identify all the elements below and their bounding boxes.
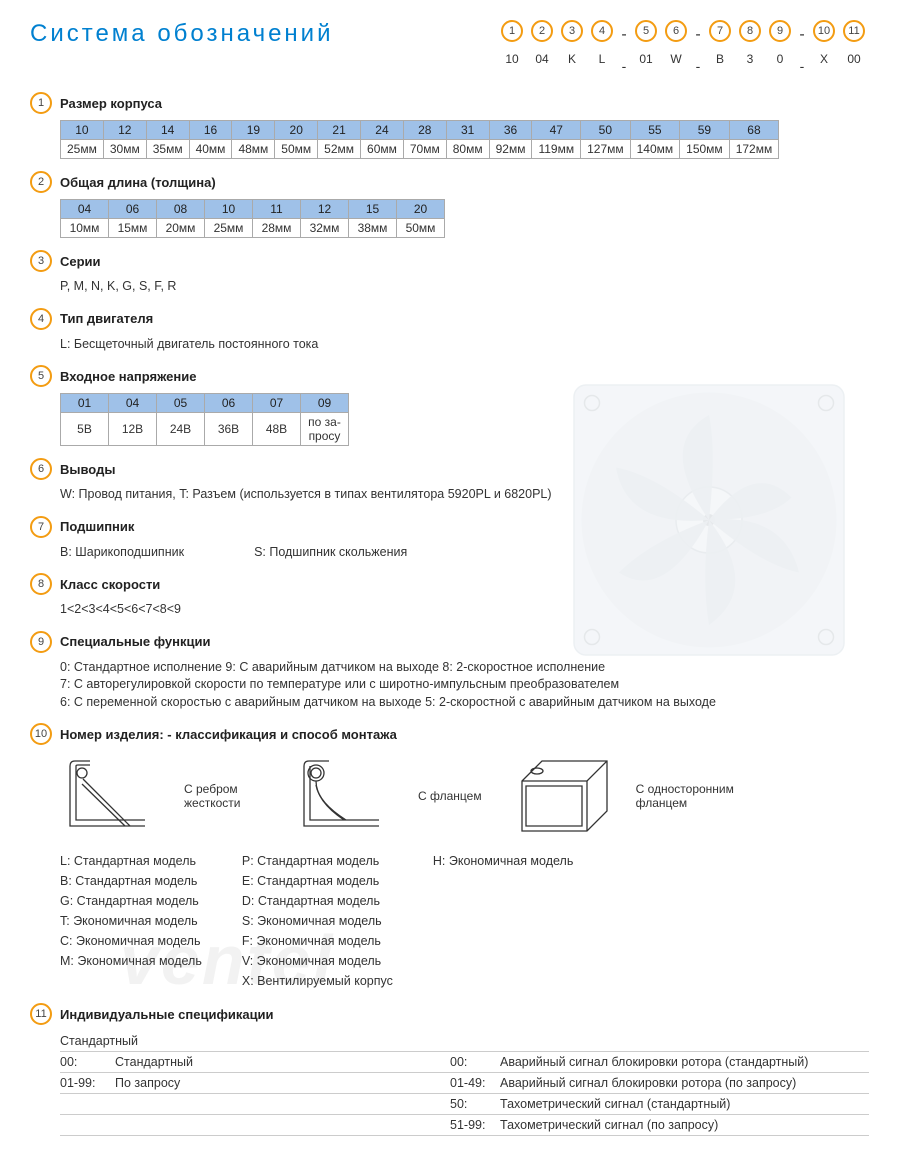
model-list-col3: H: Экономичная модель	[433, 851, 573, 991]
code-position-value: 3	[747, 52, 754, 66]
section-number: 1	[30, 92, 52, 114]
section-number: 6	[30, 458, 52, 480]
section-title: Выводы	[60, 462, 115, 477]
section-title: Общая длина (толщина)	[60, 175, 216, 190]
section-title: Входное напряжение	[60, 369, 196, 384]
voltage-table: 0104050607095В12В24В36В48Впо за- просу	[60, 393, 349, 446]
mount-single-flange-label: С односторонним фланцем	[636, 782, 746, 810]
code-position-circle: 4	[591, 20, 613, 42]
section-number: 5	[30, 365, 52, 387]
code-position-value: 0	[777, 52, 784, 66]
section-title: Индивидуальные спецификации	[60, 1007, 274, 1022]
section-title: Номер изделия: - классификация и способ …	[60, 727, 397, 742]
motor-type-text: L: Бесщеточный двигатель постоянного ток…	[60, 336, 869, 354]
speed-class-text: 1<2<3<4<5<6<7<8<9	[60, 601, 869, 619]
leads-text: W: Провод питания, T: Разъем (использует…	[60, 486, 869, 504]
spec-header: Стандартный	[60, 1031, 869, 1052]
special-functions-text: 0: Стандартное исполнение 9: С аварийным…	[60, 659, 869, 712]
series-list: P, M, N, K, G, S, F, R	[60, 278, 869, 296]
section-number: 3	[30, 250, 52, 272]
code-position-value: B	[716, 52, 724, 66]
code-position-circle: 7	[709, 20, 731, 42]
code-position-value: K	[568, 52, 576, 66]
mount-flange-label: С фланцем	[418, 789, 482, 803]
length-table: 040608101112152010мм15мм20мм25мм28мм32мм…	[60, 199, 445, 238]
section-number: 10	[30, 723, 52, 745]
code-position-value: 00	[847, 52, 860, 66]
section-title: Подшипник	[60, 519, 134, 534]
bearing-ball: B: Шарикоподшипник	[60, 544, 184, 562]
code-position-circle: 9	[769, 20, 791, 42]
code-position-circle: 11	[843, 20, 865, 42]
code-position-circle: 8	[739, 20, 761, 42]
section-number: 7	[30, 516, 52, 538]
mount-rib-label: С ребром жесткости	[184, 782, 264, 810]
frame-size-table: 1012141619202124283136475055596825мм30мм…	[60, 120, 779, 159]
code-position-circle: 2	[531, 20, 553, 42]
section-title: Класс скорости	[60, 577, 160, 592]
model-list-col1: L: Стандартная модельB: Стандартная моде…	[60, 851, 202, 991]
section-number: 4	[30, 308, 52, 330]
code-position-circle: 6	[665, 20, 687, 42]
page-title: Система обозначений	[30, 20, 334, 48]
notation-code-row: 1102043K4L--5016W--7B8390--10X1100	[497, 20, 869, 74]
code-position-value: 04	[535, 52, 548, 66]
section-number: 11	[30, 1003, 52, 1025]
code-position-circle: 5	[635, 20, 657, 42]
code-position-value: W	[670, 52, 681, 66]
code-position-value: X	[820, 52, 828, 66]
section-number: 8	[30, 573, 52, 595]
mount-rib-icon	[60, 751, 180, 841]
model-list-col2: P: Стандартная модельE: Стандартная моде…	[242, 851, 393, 991]
bearing-sleeve: S: Подшипник скольжения	[254, 544, 407, 562]
code-position-circle: 3	[561, 20, 583, 42]
mount-flange-icon	[294, 751, 414, 841]
section-title: Специальные функции	[60, 634, 211, 649]
code-position-circle: 1	[501, 20, 523, 42]
section-title: Серии	[60, 254, 101, 269]
code-position-value: L	[599, 52, 606, 66]
mount-diagrams-row: С ребром жесткости С фланцем С односторо…	[60, 751, 869, 841]
spec-table: Стандартный 00:Стандартный00:Аварийный с…	[60, 1031, 869, 1136]
mount-single-flange-icon	[512, 751, 632, 841]
section-number: 2	[30, 171, 52, 193]
code-position-value: 01	[639, 52, 652, 66]
section-title: Размер корпуса	[60, 96, 162, 111]
section-title: Тип двигателя	[60, 311, 153, 326]
code-position-circle: 10	[813, 20, 835, 42]
code-position-value: 10	[505, 52, 518, 66]
section-number: 9	[30, 631, 52, 653]
